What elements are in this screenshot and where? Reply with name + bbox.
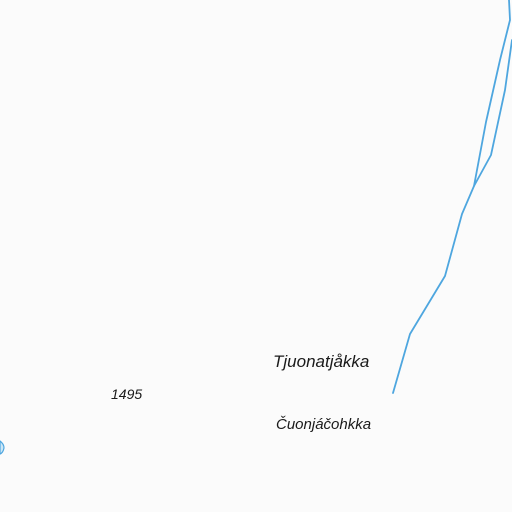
stream-line-west <box>473 0 511 187</box>
elevation-label: 1495 <box>111 386 143 402</box>
mountain-name-label: Čuonjáčohkka <box>276 416 372 433</box>
stream-line-east <box>392 39 512 394</box>
lake-edge-shape <box>0 440 5 455</box>
peak-name-label: Tjuonatjåkka <box>273 352 370 371</box>
